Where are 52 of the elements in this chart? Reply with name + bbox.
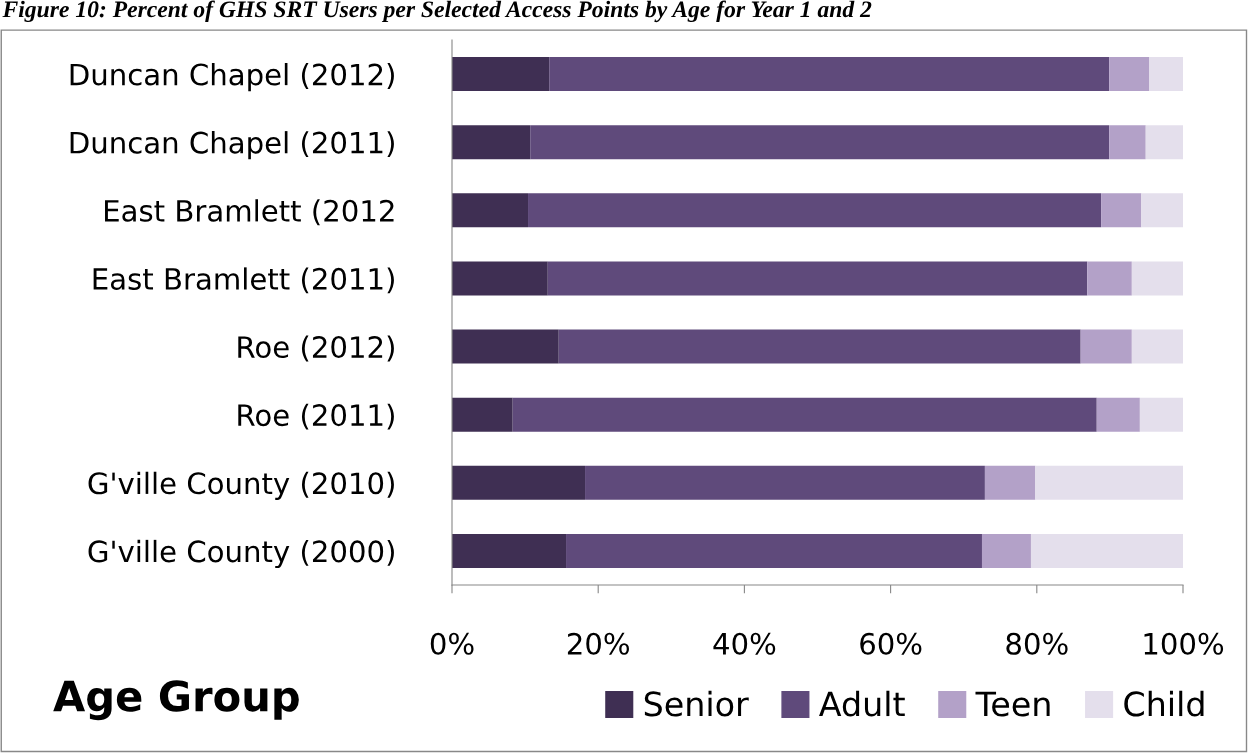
legend-title: Age Group: [53, 680, 299, 721]
bar: [566, 533, 982, 568]
y-tick-label: East Bramlett (2011): [93, 267, 394, 294]
bar: [585, 465, 985, 500]
bar: [452, 533, 567, 568]
x-tick-label: 0%: [430, 632, 474, 655]
bar: [528, 193, 1102, 228]
y-tick-label: G'ville County (2000): [88, 539, 394, 569]
bar: [452, 261, 548, 296]
y-tick-label: Duncan Chapel (2011): [70, 131, 394, 160]
bar: [1131, 261, 1183, 296]
bar: [1101, 193, 1142, 228]
bar: [984, 465, 1036, 500]
bar: [981, 533, 1031, 568]
bar: [1131, 329, 1183, 364]
chart-title: Figure 10: Percent of GHS SRT Users per Selected Access Points by Age for Year 1 and 2: [2, 0, 872, 23]
x-tick-label: 100%: [1144, 632, 1224, 655]
bar: [452, 125, 531, 160]
bar: [530, 125, 1110, 160]
y-tick-label: Roe (2011): [238, 403, 394, 430]
bar: [1030, 533, 1183, 568]
bar: [452, 193, 529, 228]
y-tick-label: East Bramlett (2012: [105, 199, 394, 226]
bar: [1109, 125, 1146, 160]
bar: [452, 465, 586, 500]
y-tick-label: Duncan Chapel (2012): [70, 62, 394, 92]
bar: [1139, 397, 1183, 432]
y-tick-label: Roe (2012): [238, 335, 394, 362]
bar: [1141, 193, 1183, 228]
bar: [1145, 125, 1183, 160]
bar: [1149, 57, 1183, 92]
legend-label: Teen: [975, 691, 1050, 717]
bar: [452, 329, 559, 364]
bar: [452, 397, 513, 432]
bar: [452, 57, 550, 92]
legend-label: Senior: [644, 690, 749, 717]
x-tick-label: 80%: [1006, 632, 1068, 655]
x-tick-label: 20%: [567, 632, 629, 655]
bar: [547, 261, 1088, 296]
x-tick-label: 60%: [860, 632, 922, 655]
bar: [549, 57, 1110, 92]
bar: [558, 329, 1081, 364]
bar: [512, 397, 1097, 432]
bar: [1080, 329, 1132, 364]
y-tick-label: G'ville County (2010): [88, 471, 394, 500]
bar: [1096, 397, 1140, 432]
bar: [1109, 57, 1150, 92]
bar: [1035, 465, 1183, 500]
x-tick-label: 40%: [713, 632, 776, 655]
legend-label: Child: [1124, 690, 1204, 717]
legend-label: Adult: [819, 690, 905, 717]
bar: [1087, 261, 1132, 296]
